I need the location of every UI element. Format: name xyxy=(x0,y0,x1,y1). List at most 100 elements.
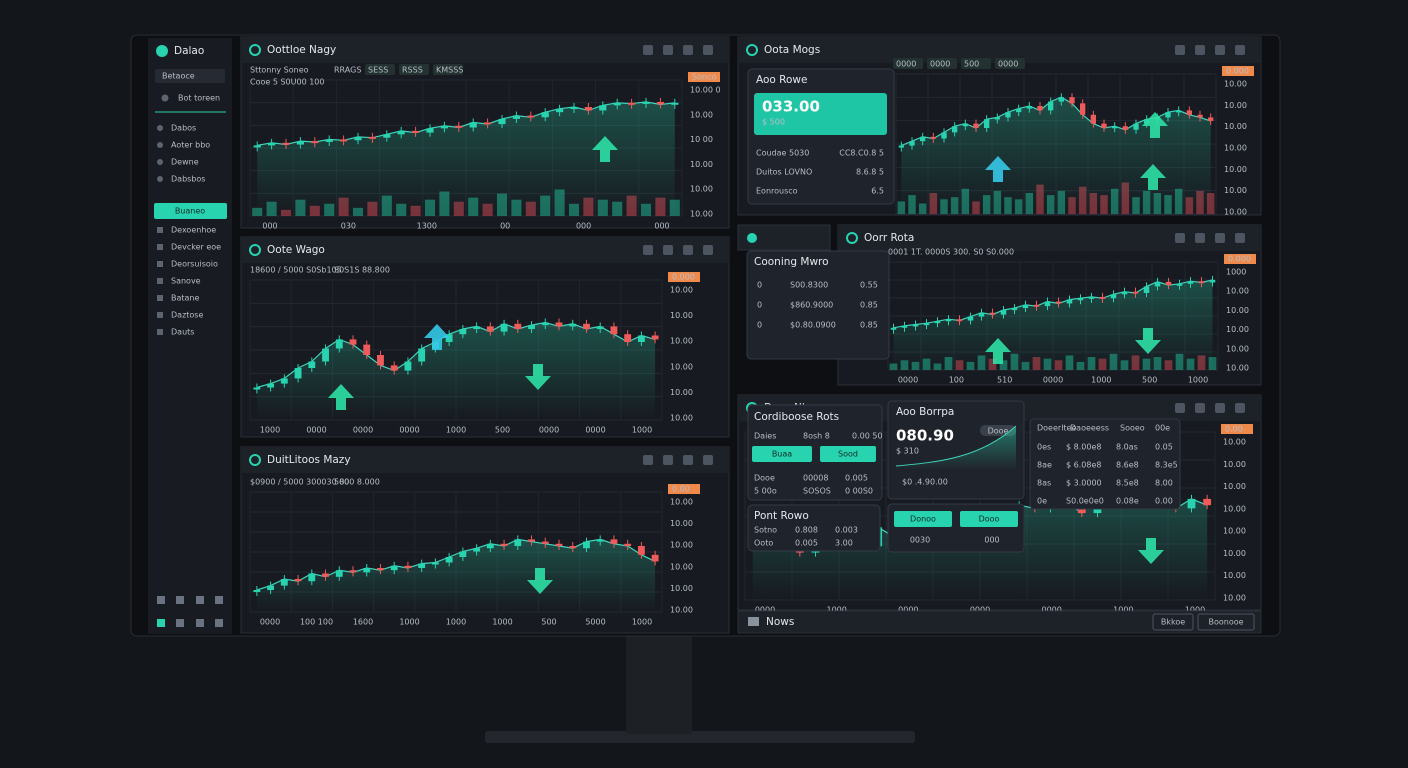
candle xyxy=(426,128,434,133)
volume-bar xyxy=(669,199,680,216)
nav-link[interactable]: Devcker eoe xyxy=(171,243,221,252)
header-button[interactable] xyxy=(663,455,673,465)
header-button[interactable] xyxy=(1195,233,1205,243)
header-button[interactable] xyxy=(1215,45,1225,55)
date-label: 0000 xyxy=(898,606,918,615)
candle xyxy=(555,322,563,327)
tool[interactable] xyxy=(196,596,204,604)
nav-icon xyxy=(157,227,163,233)
tool[interactable] xyxy=(176,596,184,604)
candle xyxy=(541,322,549,326)
nav-link[interactable]: Sanove xyxy=(171,277,201,286)
date-label: 500 xyxy=(1142,376,1157,385)
tool[interactable] xyxy=(215,619,223,627)
tag-label: 5000 8.000 xyxy=(334,478,380,487)
date-label: 1000 xyxy=(1188,376,1208,385)
candle xyxy=(651,554,659,562)
nav-link[interactable]: Batane xyxy=(171,294,200,303)
candle xyxy=(280,579,288,586)
candle xyxy=(1066,299,1073,304)
candle xyxy=(486,543,494,549)
price-badge-label: 0.000 xyxy=(672,273,695,282)
list-cell: S0.0e0e0 xyxy=(1066,497,1104,506)
axis-label: 10.00 xyxy=(1224,101,1247,110)
nav-link[interactable]: Dauts xyxy=(171,328,194,337)
header-button[interactable] xyxy=(1235,45,1245,55)
candle xyxy=(404,361,412,371)
nav-link[interactable]: Dexoenhoe xyxy=(171,226,216,235)
date-label: 100 xyxy=(949,376,964,385)
price-area xyxy=(256,539,656,612)
arrow-down xyxy=(1138,538,1164,564)
nav-item[interactable]: Aoter bbo xyxy=(171,141,210,150)
header-button[interactable] xyxy=(643,45,653,55)
header-button[interactable] xyxy=(1235,403,1245,413)
buy-button[interactable] xyxy=(752,446,812,462)
header-button[interactable] xyxy=(683,45,693,55)
date-label: 00 xyxy=(500,222,510,231)
list-cell: $ 8.00e8 xyxy=(1066,443,1101,452)
nav-icon xyxy=(157,329,163,335)
candle xyxy=(390,365,398,371)
tool[interactable] xyxy=(176,619,184,627)
header-button[interactable] xyxy=(1215,233,1225,243)
date-label: 510 xyxy=(997,376,1012,385)
list-cell: 8ae xyxy=(1037,461,1052,470)
candle xyxy=(1016,108,1022,113)
tag-label: 0000 xyxy=(930,60,950,69)
candle xyxy=(335,570,343,577)
order-row-value: 6.5 xyxy=(871,187,884,196)
action-button[interactable] xyxy=(894,511,952,527)
sidebar-button[interactable] xyxy=(154,203,227,219)
header-button[interactable] xyxy=(703,45,713,55)
header-button[interactable] xyxy=(1175,233,1185,243)
header-button[interactable] xyxy=(1195,45,1205,55)
arrow-up xyxy=(592,136,618,162)
candle xyxy=(1077,298,1084,301)
sell-button[interactable] xyxy=(820,446,876,462)
header-button[interactable] xyxy=(703,455,713,465)
search[interactable]: Bot toreen xyxy=(178,94,220,103)
sidebar-button-label: Buaneo xyxy=(175,207,205,216)
book-head: 8osh 8 xyxy=(803,432,830,441)
date-label: 1000 xyxy=(260,426,280,435)
news-button[interactable] xyxy=(1152,613,1194,631)
header-button[interactable] xyxy=(1175,45,1185,55)
tool[interactable] xyxy=(215,596,223,604)
header-button[interactable] xyxy=(683,455,693,465)
header-button[interactable] xyxy=(643,245,653,255)
header-button[interactable] xyxy=(703,245,713,255)
nav-link[interactable]: Daztose xyxy=(171,311,203,320)
nav-link[interactable]: Deorsuisoio xyxy=(171,260,218,269)
nav-item[interactable]: Dabsbos xyxy=(171,175,205,184)
tool[interactable] xyxy=(157,619,165,627)
candle xyxy=(569,323,577,327)
header-button[interactable] xyxy=(1215,403,1225,413)
nav-item[interactable]: Dewne xyxy=(171,158,199,167)
header-button[interactable] xyxy=(663,45,673,55)
price-badge xyxy=(1224,254,1256,264)
header-button[interactable] xyxy=(683,245,693,255)
candle xyxy=(1154,281,1161,287)
action-button[interactable] xyxy=(960,511,1018,527)
header-button[interactable] xyxy=(1195,403,1205,413)
date-label: 0000 xyxy=(399,426,419,435)
tool[interactable] xyxy=(196,619,204,627)
candle xyxy=(1122,126,1128,130)
arrow-down xyxy=(1135,328,1161,354)
header-button[interactable] xyxy=(663,245,673,255)
tool[interactable] xyxy=(157,596,165,604)
header-button[interactable] xyxy=(643,455,653,465)
candle xyxy=(637,335,645,342)
news-button[interactable] xyxy=(1197,613,1255,631)
candle xyxy=(610,539,618,544)
select[interactable] xyxy=(155,69,225,83)
nav-item[interactable]: Dabos xyxy=(171,124,196,133)
candle xyxy=(923,323,930,326)
header-button[interactable] xyxy=(1235,233,1245,243)
date-label: 1000 xyxy=(1113,606,1133,615)
date-label: 1000 xyxy=(492,618,512,627)
header-button[interactable] xyxy=(1175,403,1185,413)
axis-label: 10.00 xyxy=(670,286,693,295)
candle xyxy=(1186,110,1192,115)
